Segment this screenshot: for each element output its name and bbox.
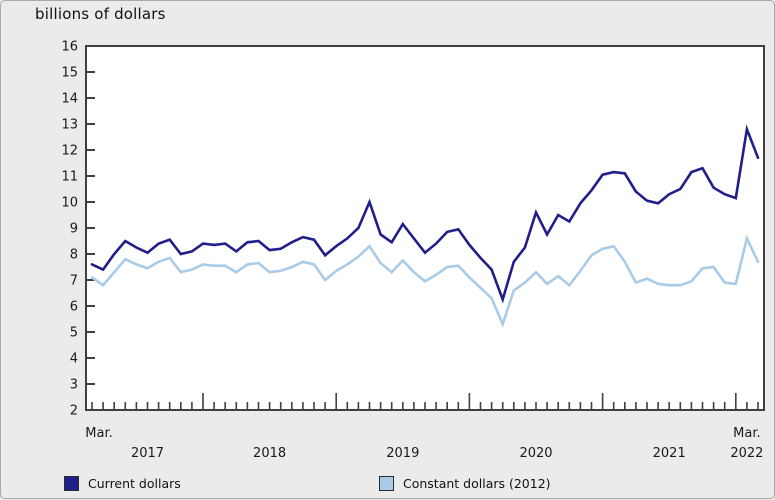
y-tick-label: 12 [61,144,78,159]
legend-item-constant-dollars: Constant dollars (2012) [379,474,551,492]
legend-swatch-current-dollars [64,475,79,491]
legend-item-current-dollars: Current dollars [64,474,181,492]
x-year-label: 2019 [386,446,419,461]
y-tick-label: 15 [61,66,78,81]
y-tick-label: 7 [70,274,78,289]
y-tick-label: 16 [61,40,78,55]
y-tick-label: 14 [61,92,78,107]
y-tick-label: 13 [61,118,78,133]
x-year-label: 2017 [131,446,164,461]
y-tick-label: 10 [61,196,78,211]
y-tick-label: 9 [70,222,78,237]
x-year-label: 2022 [730,446,763,461]
y-tick-label: 11 [61,170,78,185]
y-tick-label: 2 [70,404,78,419]
x-year-label: 2018 [253,446,286,461]
x-end-label: Mar. [733,426,760,441]
legend-label-current-dollars: Current dollars [88,475,181,491]
legend-swatch-constant-dollars [379,475,394,491]
x-year-label: 2020 [519,446,552,461]
chart-title: billions of dollars [35,5,166,23]
x-year-label: 2021 [653,446,686,461]
y-tick-label: 5 [70,326,78,341]
series-line-current-dollars [90,124,760,304]
series-line-constant-dollars-2012- [90,234,760,328]
y-tick-label: 3 [70,378,78,393]
y-tick-label: 6 [70,300,78,315]
x-start-label: Mar. [85,426,112,441]
y-tick-label: 4 [70,352,78,367]
legend-label-constant-dollars: Constant dollars (2012) [403,475,551,491]
plot-area [85,45,765,411]
y-tick-label: 8 [70,248,78,263]
